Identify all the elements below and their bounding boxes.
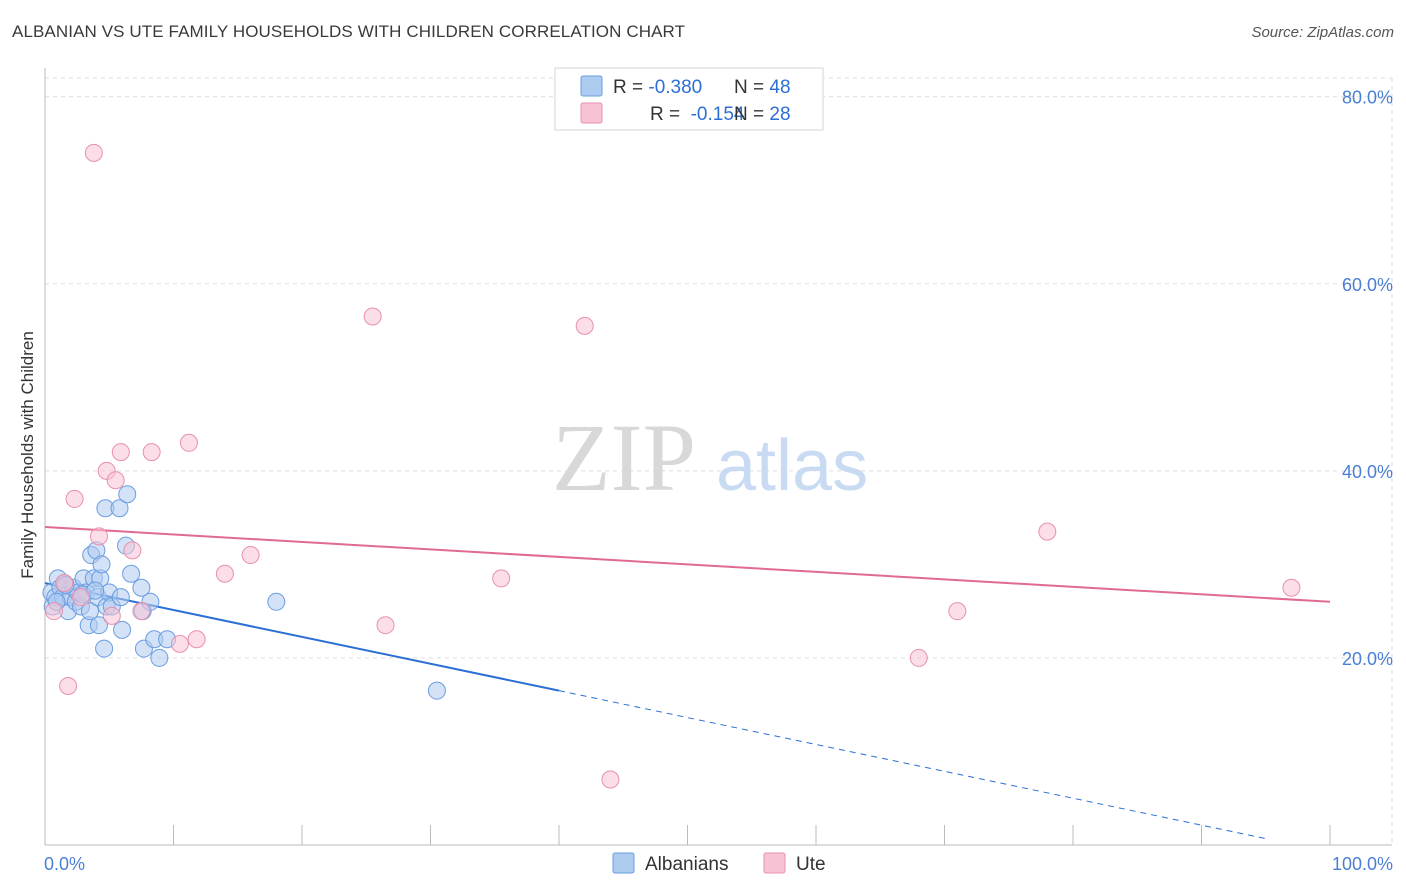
legend-swatch-albanians (580, 75, 603, 97)
chart-title: ALBANIAN VS UTE FAMILY HOUSEHOLDS WITH C… (12, 22, 686, 41)
point-ute-23 (909, 648, 928, 667)
point-ute-16 (215, 564, 234, 583)
legend-swatch-ute (580, 102, 603, 124)
point-albanians-30 (111, 588, 130, 607)
point-ute-9 (111, 443, 130, 462)
point-ute-20 (492, 569, 511, 588)
legend-n-ute: N = 28 (734, 104, 791, 125)
point-ute-10 (123, 541, 142, 560)
point-ute-8 (106, 471, 125, 490)
point-ute-12 (142, 443, 161, 462)
point-ute-5 (89, 527, 108, 546)
point-ute-3 (65, 489, 84, 508)
point-ute-15 (187, 630, 206, 649)
point-albanians-35 (132, 578, 151, 597)
point-ute-24 (948, 602, 967, 621)
x-tick-labels: 0.0% 100.0% (44, 854, 1393, 874)
y-tick-label-0: 20.0% (1342, 649, 1393, 669)
watermark-zip: ZIP (552, 404, 696, 511)
legend-r-value-albanians: -0.380 (648, 77, 702, 98)
point-albanians-34 (122, 564, 141, 583)
point-albanians-23 (92, 555, 111, 574)
point-ute-17 (241, 546, 260, 565)
watermark: ZIP atlas (552, 404, 868, 511)
x-tick-label-1: 100.0% (1332, 854, 1393, 874)
trend-line-ute (44, 525, 1331, 603)
point-ute-11 (132, 602, 151, 621)
bottom-legend-label-ute: Ute (796, 854, 826, 875)
y-tick-label-3: 80.0% (1342, 88, 1393, 108)
point-albanians-22 (89, 616, 108, 635)
y-axis-title: Family Households with Children (18, 331, 37, 579)
bottom-legend-label-albanians: Albanians (645, 854, 728, 875)
trend-line-extension-albanians (558, 690, 1266, 840)
point-ute-26 (1282, 578, 1301, 597)
point-albanians-40 (150, 648, 169, 667)
point-ute-4 (71, 588, 90, 607)
point-ute-2 (59, 676, 78, 695)
point-ute-19 (376, 616, 395, 635)
point-albanians-16 (80, 602, 99, 621)
data-points (42, 143, 1301, 789)
point-ute-1 (55, 574, 74, 593)
trend-lines (44, 525, 1331, 840)
point-albanians-29 (110, 499, 129, 518)
point-ute-25 (1038, 522, 1057, 541)
point-ute-14 (179, 433, 198, 452)
source-label: Source: ZipAtlas.com (1251, 24, 1394, 41)
legend-r-value-ute: -0.154 (685, 104, 745, 125)
point-ute-22 (601, 770, 620, 789)
point-albanians-43 (427, 681, 446, 700)
point-ute-21 (575, 316, 594, 335)
point-albanians-33 (118, 485, 137, 504)
legend-row-albanians: R = -0.380 (613, 77, 702, 98)
trend-line-albanians (44, 582, 560, 692)
legend-n-value-ute: 28 (769, 104, 790, 125)
legend-n-label-albanians: N = (734, 77, 769, 98)
legend: R = -0.380 N = 48 R = -0.154 N = 28 (554, 67, 824, 131)
x-tick-label-0: 0.0% (44, 854, 85, 874)
point-ute-18 (363, 307, 382, 326)
bottom-legend-swatch-albanians (612, 852, 635, 874)
point-ute-13 (170, 634, 189, 653)
point-albanians-42 (267, 592, 286, 611)
axes (44, 68, 1392, 846)
legend-r-label-ute: R = (650, 104, 685, 125)
point-ute-7 (102, 606, 121, 625)
point-ute-0 (44, 602, 63, 621)
point-albanians-24 (95, 639, 114, 658)
bottom-legend: Albanians Ute (612, 852, 826, 875)
legend-row-ute: R = -0.154 (613, 104, 771, 125)
y-tick-label-2: 60.0% (1342, 275, 1393, 295)
legend-r-label-albanians: R = (613, 77, 648, 98)
legend-n-label-ute: N = (734, 104, 769, 125)
y-tick-label-1: 40.0% (1342, 462, 1393, 482)
legend-n-value-albanians: 48 (769, 77, 790, 98)
bottom-legend-swatch-ute (763, 852, 786, 874)
legend-n-albanians: N = 48 (734, 77, 791, 98)
point-albanians-31 (113, 620, 132, 639)
point-ute-27 (84, 143, 103, 162)
y-tick-labels: 20.0% 40.0% 60.0% 80.0% (1342, 88, 1393, 669)
watermark-atlas: atlas (716, 426, 868, 506)
